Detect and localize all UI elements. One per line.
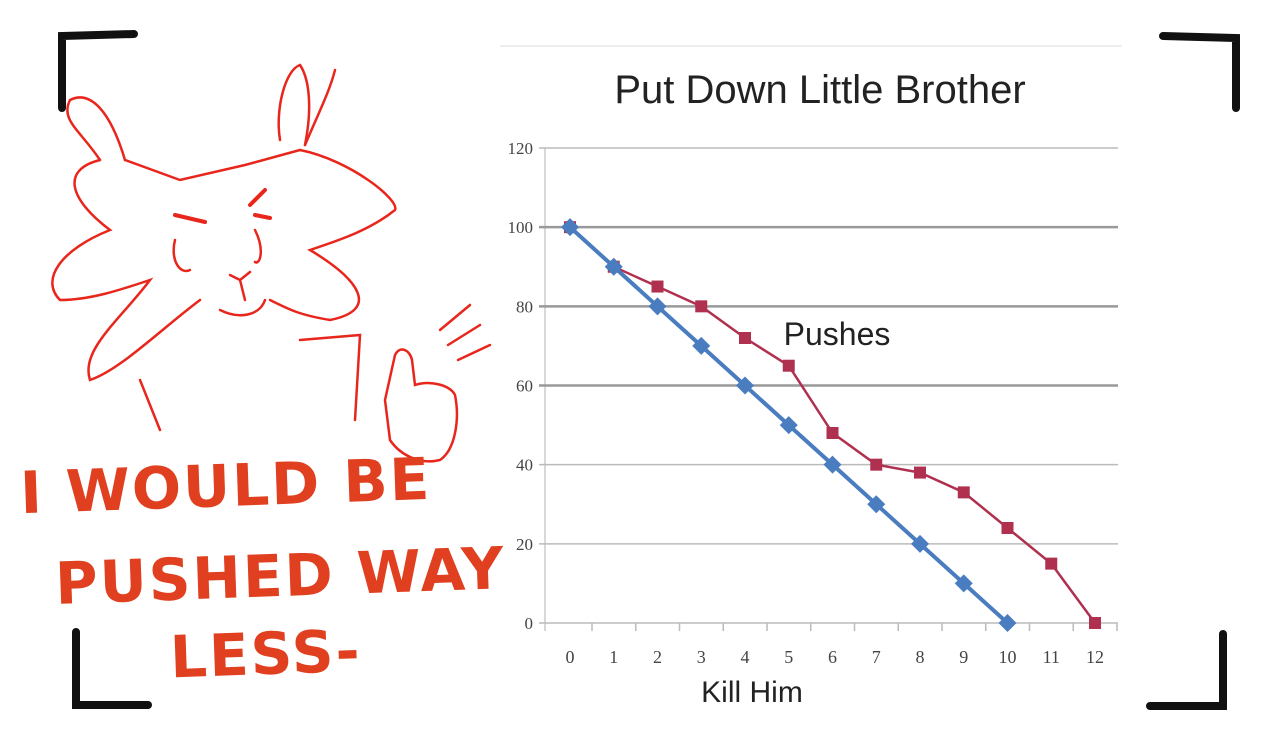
x-tick-label: 10 bbox=[999, 647, 1017, 667]
x-tick-label: 6 bbox=[828, 647, 837, 667]
series-line-square bbox=[569, 226, 1097, 624]
x-tick-label: 12 bbox=[1086, 647, 1104, 667]
x-tick-label: 4 bbox=[741, 647, 750, 667]
x-axis-label: Kill Him bbox=[701, 676, 803, 709]
data-point-square bbox=[739, 332, 751, 344]
frame-corners bbox=[58, 30, 1240, 710]
data-point-square bbox=[782, 359, 795, 372]
data-point-square bbox=[826, 427, 839, 439]
x-tick-label: 0 bbox=[566, 647, 575, 667]
chart-annotation-pushes: Pushes bbox=[784, 316, 891, 352]
data-point-square bbox=[1045, 557, 1058, 570]
data-point-diamond bbox=[736, 376, 754, 395]
y-tick-label: 100 bbox=[508, 218, 534, 237]
x-tick-label: 1 bbox=[609, 647, 618, 667]
x-tick-label: 3 bbox=[697, 647, 706, 667]
data-point-diamond bbox=[823, 455, 842, 474]
data-point-diamond bbox=[604, 257, 623, 276]
x-tick-label: 11 bbox=[1043, 647, 1060, 667]
data-point-square bbox=[651, 280, 664, 293]
data-point-diamond bbox=[867, 495, 886, 514]
x-tick-label: 9 bbox=[959, 647, 968, 667]
data-point-square bbox=[695, 300, 708, 313]
data-point-square bbox=[870, 458, 883, 471]
chart-title: Put Down Little Brother bbox=[614, 68, 1025, 112]
data-point-square bbox=[914, 466, 926, 479]
x-tick-label: 7 bbox=[872, 647, 881, 667]
cat-doodle-illustration bbox=[51, 63, 492, 463]
data-point-diamond bbox=[911, 534, 929, 553]
y-tick-label: 40 bbox=[516, 456, 533, 475]
y-tick-label: 20 bbox=[516, 535, 533, 554]
x-tick-label: 8 bbox=[916, 647, 925, 667]
data-point-square bbox=[1089, 617, 1101, 629]
data-point-diamond bbox=[561, 218, 579, 237]
y-tick-label: 80 bbox=[516, 297, 533, 316]
x-tick-label: 2 bbox=[653, 647, 662, 667]
y-tick-label: 120 bbox=[508, 139, 534, 158]
data-point-diamond bbox=[779, 416, 798, 435]
y-tick-label: 60 bbox=[516, 377, 533, 396]
data-point-diamond bbox=[998, 614, 1017, 632]
data-point-diamond bbox=[954, 574, 973, 593]
data-point-square bbox=[957, 486, 970, 499]
y-tick-label: 0 bbox=[525, 614, 534, 633]
x-tick-label: 5 bbox=[784, 647, 793, 667]
data-point-diamond bbox=[692, 336, 711, 355]
data-point-square bbox=[1001, 522, 1014, 534]
data-point-diamond bbox=[648, 297, 667, 316]
